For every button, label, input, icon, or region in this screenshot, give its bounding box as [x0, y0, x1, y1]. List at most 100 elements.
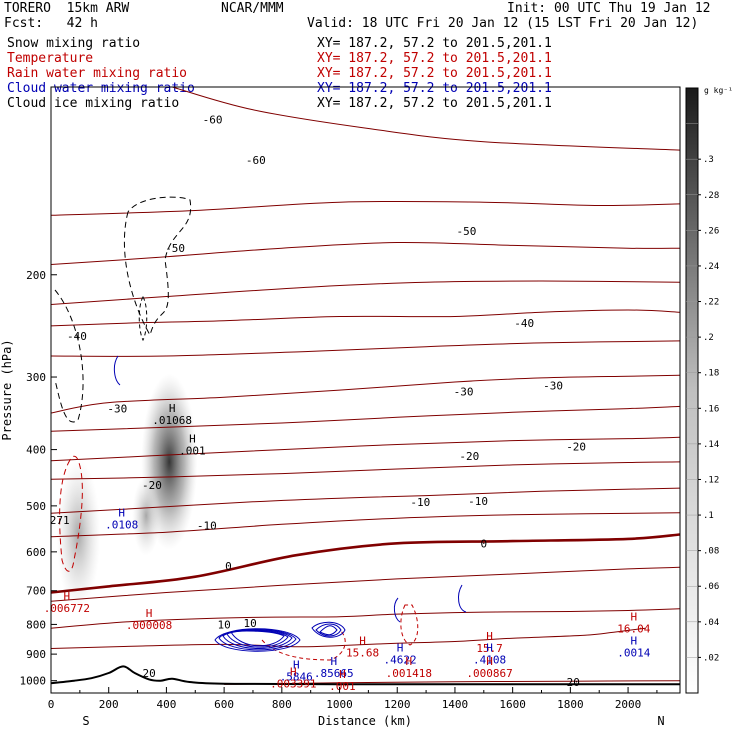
maximum-label: H: [486, 630, 493, 643]
maximum-label: H: [169, 402, 176, 415]
maximum-label: H: [118, 507, 125, 520]
colorbar-ramp: [685, 87, 699, 694]
x-end-right: N: [657, 714, 664, 728]
x-tick-label: 400: [156, 698, 176, 711]
maximum-value: .001: [329, 680, 356, 693]
colorbar-tick-label: .14: [703, 440, 719, 450]
maximum-value: .001418: [386, 667, 432, 680]
colorbar-tick-label: .16: [703, 404, 719, 414]
temp-contour-0: [51, 533, 680, 594]
center-name: NCAR/MMM: [221, 1, 284, 16]
colorbar-tick-label: .02: [703, 653, 719, 663]
temp-label: 10: [217, 618, 230, 631]
temp-label: 0: [480, 537, 487, 550]
field-name-temperature: Temperature: [7, 51, 94, 66]
temp-contour-m50: [51, 241, 680, 265]
field-xy-temperature: XY= 187.2, 57.2 to 201.5,201.1: [317, 51, 552, 66]
temp-label: -10: [197, 519, 217, 532]
maximum-value: 16.04: [617, 622, 650, 635]
temp-contour-m25: [51, 405, 680, 432]
temp-contour-m35: [51, 340, 680, 357]
contour-labels: -60 -60 -50 -50 -40 -40 -30 -30 -30 -20 -20 -20 -10 -…: [67, 113, 586, 689]
x-tick-label: 2000: [615, 698, 642, 711]
maximum-value: .5846: [280, 670, 313, 683]
x-axis-title: Distance (km): [318, 714, 412, 728]
temp-label: -20: [459, 450, 479, 463]
y-tick-label: 800: [26, 618, 46, 631]
colorbar-tick-label: .18: [703, 369, 719, 379]
maximum-label: H: [293, 658, 300, 671]
field-xy-cloud-ice: XY= 187.2, 57.2 to 201.5,201.1: [317, 96, 552, 111]
maximum-value: .001: [179, 444, 206, 457]
maximum-value: 271: [50, 514, 70, 527]
plot-frame: [50, 86, 681, 694]
maximum-label: H: [631, 610, 638, 623]
temp-contour-5: [51, 566, 680, 602]
maximum-label: H: [146, 607, 153, 620]
cloud-water-right: [458, 584, 467, 613]
x-tick-label: 1400: [442, 698, 469, 711]
colorbar-tick-label: .06: [703, 582, 719, 592]
y-tick-label: 400: [26, 444, 46, 457]
maximum-label: H: [405, 655, 412, 668]
colorbar-tick-label: .26: [703, 226, 719, 236]
maximum-label: H: [397, 642, 404, 655]
cloud-water-upper: [113, 355, 121, 386]
snow-contour-upper: [123, 196, 192, 337]
maximum-value: .01068: [152, 414, 192, 427]
temp-contour-m15: [51, 461, 680, 480]
temp-contour-m30: [51, 374, 680, 414]
temp-label: -10: [410, 496, 430, 509]
temp-contour-m60: [172, 87, 680, 151]
maximum-label: H: [189, 432, 196, 445]
y-tick-label: 600: [26, 546, 46, 559]
temp-label: 10: [243, 617, 256, 630]
x-tick-label: 800: [272, 698, 292, 711]
maximum-label: H: [339, 668, 346, 681]
field-xy-cloud-water: XY= 187.2, 57.2 to 201.5,201.1: [317, 81, 552, 96]
temp-contour-m45: [51, 280, 680, 305]
maximum-label: H: [330, 655, 337, 668]
x-tick-label: 0: [48, 698, 55, 711]
temp-label: -40: [67, 330, 87, 343]
x-tick-label: 1200: [384, 698, 411, 711]
maximum-value: .000008: [126, 619, 172, 632]
maximum-value: 15.68: [346, 646, 379, 659]
temp-contour-15: [51, 627, 646, 649]
field-name-snow: Snow mixing ratio: [7, 36, 141, 51]
x-tick-label: 600: [214, 698, 234, 711]
temp-label: -50: [457, 225, 477, 238]
maximum-value: .006772: [44, 602, 90, 615]
y-tick-label: 200: [26, 269, 46, 282]
colorbar-tick-label: .1: [703, 511, 714, 521]
y-tick-label: 1000: [20, 675, 47, 688]
colorbar-tick-label: .24: [703, 262, 719, 272]
maximum-value: .003391: [270, 677, 316, 690]
temp-label: -60: [203, 113, 223, 126]
temp-label: -60: [246, 154, 266, 167]
x-end-left: S: [82, 714, 89, 728]
temp-label: -20: [142, 479, 162, 492]
y-tick-label: 500: [26, 500, 46, 513]
temp-contour-10: [51, 608, 680, 629]
snow-core-mid: [132, 475, 161, 556]
maximum-value: .000867: [466, 667, 512, 680]
temp-label: -50: [165, 242, 185, 255]
forecast-hour: Fcst: 42 h: [4, 16, 98, 31]
x-tick-label: 1600: [499, 698, 526, 711]
y-axis-title: Pressure (hPa): [0, 339, 14, 440]
terrain-profile: [51, 665, 680, 686]
field-name-cloud-ice: Cloud ice mixing ratio: [7, 96, 180, 111]
colorbar-tick-label: .22: [703, 298, 719, 308]
maximum-label: H: [64, 590, 71, 603]
temp-contour-m10: [51, 487, 680, 514]
temp-label: 20: [142, 667, 155, 680]
maximum-value: .85665: [314, 667, 354, 680]
snow-contour-small: [138, 296, 148, 342]
cloud-water-ring: [230, 630, 285, 647]
cloud-water-ring: [315, 623, 342, 637]
field-name-rain: Rain water mixing ratio: [7, 66, 188, 81]
colorbar-unit: g kg⁻¹: [704, 86, 733, 95]
maximum-value: .0108: [105, 519, 138, 532]
